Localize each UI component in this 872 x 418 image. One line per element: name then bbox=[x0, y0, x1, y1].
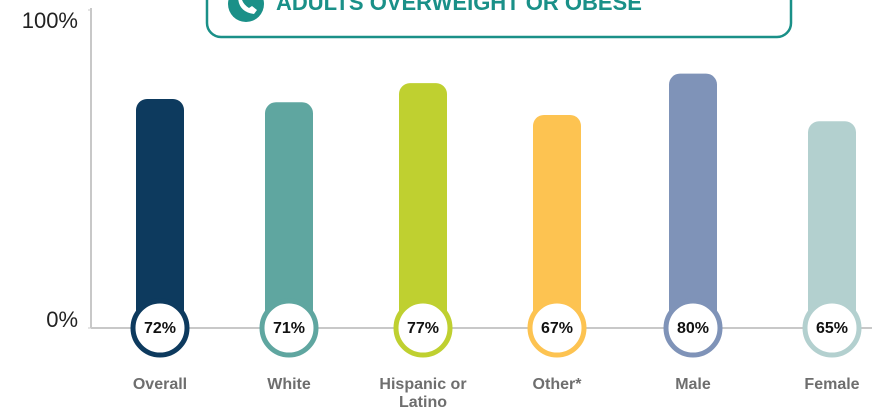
value-badge bbox=[527, 298, 587, 358]
x-tick-label: Other* bbox=[532, 376, 582, 393]
value-badge bbox=[393, 298, 453, 358]
bar bbox=[399, 83, 447, 328]
value-label: 77% bbox=[407, 320, 439, 337]
value-badge bbox=[259, 298, 319, 358]
value-label: 65% bbox=[816, 320, 848, 337]
x-tick-label: Female bbox=[804, 376, 860, 393]
x-tick-label: White bbox=[267, 376, 311, 393]
chart-title: ADULTS OVERWEIGHT OR OBESE12 bbox=[276, 0, 656, 15]
x-tick-label: Overall bbox=[132, 376, 188, 393]
value-label: 72% bbox=[144, 320, 176, 337]
bar bbox=[533, 114, 581, 328]
y-tick-label: 100% bbox=[22, 8, 78, 33]
title-box bbox=[205, 0, 793, 39]
value-label: 67% bbox=[541, 320, 573, 337]
x-tick-label: Male bbox=[675, 376, 711, 393]
title-text: ADULTS OVERWEIGHT OR OBESE bbox=[276, 0, 642, 15]
bar bbox=[808, 121, 856, 328]
bar bbox=[669, 73, 717, 328]
title-note: 12 bbox=[642, 0, 656, 2]
bar bbox=[265, 102, 313, 328]
x-tick-label: Hispanic or Latino bbox=[379, 376, 467, 411]
value-label: 80% bbox=[677, 320, 709, 337]
y-tick-label: 0% bbox=[46, 307, 78, 332]
phone-glyph bbox=[238, 0, 257, 14]
value-badge bbox=[802, 298, 862, 358]
value-label: 71% bbox=[273, 320, 305, 337]
value-badge bbox=[663, 298, 723, 358]
bar bbox=[136, 99, 184, 328]
value-badge bbox=[130, 298, 190, 358]
